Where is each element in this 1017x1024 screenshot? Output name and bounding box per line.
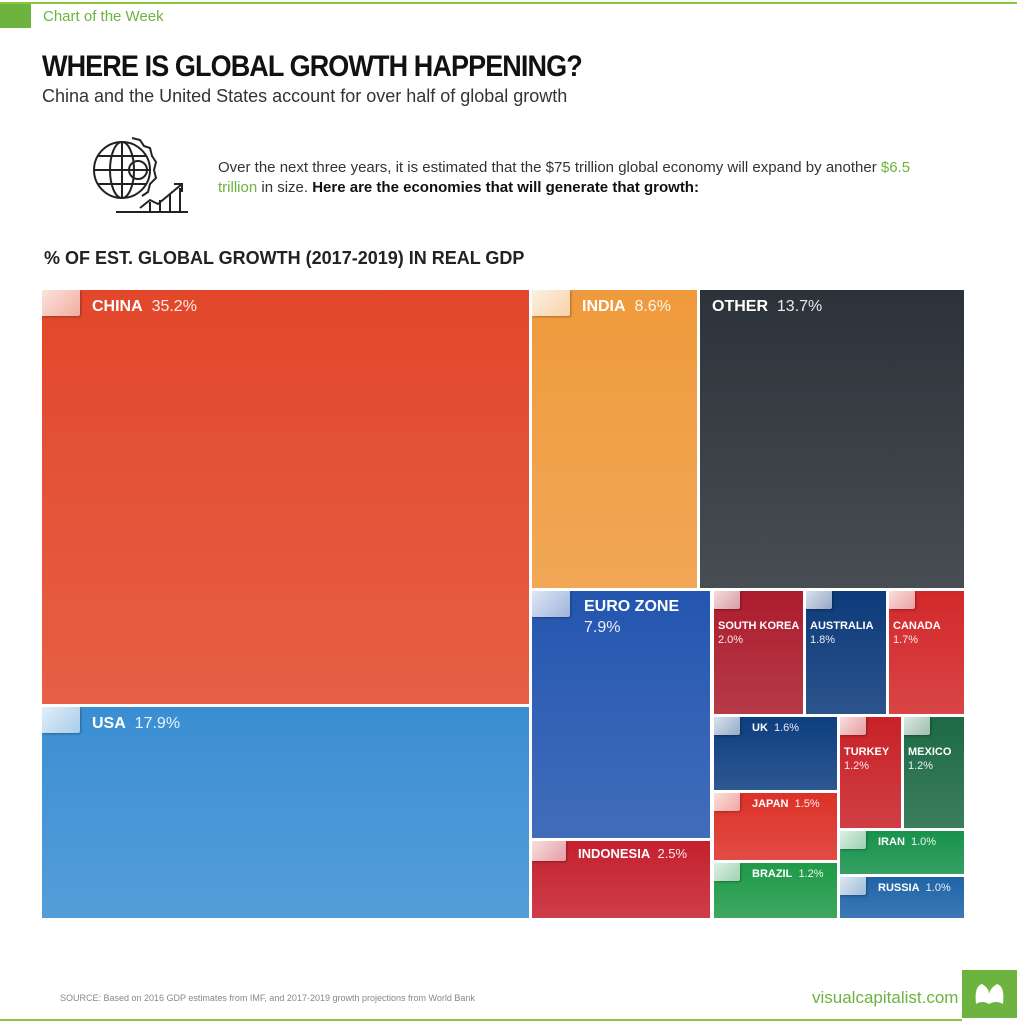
tile-name: TURKEY (844, 746, 890, 758)
tile-name: INDONESIA (578, 845, 651, 861)
flag-icon (42, 707, 80, 733)
globe-gear-growth-icon (93, 137, 188, 213)
site-link[interactable]: visualcapitalist.com (812, 988, 959, 1007)
tile-label: INDONESIA 2.5% (578, 846, 687, 861)
flag-icon (42, 290, 80, 316)
tile-other: OTHER 13.7% (700, 290, 964, 588)
tile-value: 1.0% (919, 881, 951, 894)
tile-australia: AUSTRALIA 1.8% (806, 591, 886, 714)
tile-name: UK (752, 721, 768, 734)
flag-icon (532, 841, 566, 861)
tile-label: OTHER 13.7% (712, 298, 822, 316)
tile-name: EURO ZONE (584, 598, 680, 615)
tile-india: INDIA 8.6% (532, 290, 697, 588)
tile-value: 2.0% (718, 634, 744, 647)
tile-value: 13.7% (768, 298, 823, 315)
flag-icon (904, 717, 930, 735)
tile-value: 17.9% (125, 715, 181, 732)
tile-turkey: TURKEY 1.2% (840, 717, 901, 828)
tile-uk: UK 1.6% (714, 717, 837, 790)
tile-name: BRAZIL (752, 867, 793, 880)
flag-icon (840, 877, 866, 895)
page-title: WHERE IS GLOBAL GROWTH HAPPENING? (42, 50, 583, 83)
tile-label: RUSSIA 1.0% (878, 882, 951, 894)
tile-value: 1.2% (844, 760, 870, 773)
tile-value: 7.9% (584, 618, 621, 636)
tile-name: INDIA (582, 298, 626, 315)
flag-icon (889, 591, 915, 609)
tile-russia: RUSSIA 1.0% (840, 877, 964, 918)
tile-name: JAPAN (752, 797, 789, 810)
tile-label: EURO ZONE 7.9% (584, 597, 710, 639)
intro-bold: Here are the economies that will generat… (312, 179, 699, 196)
tile-label: BRAZIL 1.2% (752, 868, 824, 880)
top-rule (0, 2, 1017, 4)
intro-part: in size. (257, 179, 313, 196)
kicker-bar (0, 4, 31, 28)
tile-label: IRAN 1.0% (878, 836, 936, 848)
tile-value: 1.0% (904, 835, 937, 848)
flag-icon (714, 863, 740, 881)
tile-value: 8.6% (625, 298, 671, 315)
tile-name: CANADA (893, 620, 941, 632)
flag-icon (532, 290, 570, 316)
logo (962, 970, 1017, 1018)
tile-canada: CANADA 1.7% (889, 591, 964, 714)
tile-usa: USA 17.9% (42, 707, 529, 918)
flag-icon (840, 717, 866, 735)
flag-icon (714, 717, 740, 735)
tile-name: SOUTH KOREA (718, 620, 800, 632)
tile-value: 1.5% (788, 797, 820, 810)
logo-icon (975, 984, 1004, 1004)
tile-indonesia: INDONESIA 2.5% (532, 841, 710, 918)
tile-china: CHINA 35.2% (42, 290, 529, 704)
tile-label: AUSTRALIA 1.8% (810, 619, 884, 648)
tile-name: USA (92, 715, 126, 732)
tile-iran: IRAN 1.0% (840, 831, 964, 874)
kicker: Chart of the Week (43, 8, 164, 25)
tile-label: JAPAN 1.5% (752, 798, 820, 810)
tile-name: AUSTRALIA (810, 620, 874, 632)
source-note: SOURCE: Based on 2016 GDP estimates from… (60, 993, 475, 1003)
flag-icon (714, 591, 740, 609)
tile-value: 1.2% (792, 867, 824, 880)
tile-value: 2.5% (650, 845, 688, 861)
flag-icon (806, 591, 832, 609)
tile-brazil: BRAZIL 1.2% (714, 863, 837, 918)
flag-icon (532, 591, 570, 617)
tile-name: OTHER (712, 298, 768, 315)
intro-text: Over the next three years, it is estimat… (218, 158, 918, 198)
tile-name: IRAN (878, 835, 905, 848)
tile-japan: JAPAN 1.5% (714, 793, 837, 860)
tile-label: SOUTH KOREA 2.0% (718, 619, 801, 648)
tile-name: CHINA (92, 298, 143, 315)
tile-mexico: MEXICO 1.2% (904, 717, 964, 828)
flag-icon (714, 793, 740, 811)
tile-value: 1.7% (893, 634, 919, 647)
intro-highlight: $6.5 trillion (218, 159, 911, 196)
tile-label: INDIA 8.6% (582, 298, 671, 316)
chart-title: % OF EST. GLOBAL GROWTH (2017-2019) IN R… (44, 248, 525, 268)
tile-label: CANADA 1.7% (893, 619, 962, 648)
bottom-rule (0, 1019, 962, 1021)
tile-label: USA 17.9% (92, 715, 180, 733)
tile-euro-zone: EURO ZONE 7.9% (532, 591, 710, 838)
tile-name: MEXICO (908, 746, 952, 758)
tile-value: 35.2% (142, 298, 197, 315)
intro-part: Over the next three years, it is estimat… (218, 159, 881, 176)
tile-label: MEXICO 1.2% (908, 745, 962, 774)
tile-label: UK 1.6% (752, 722, 799, 734)
tile-name: RUSSIA (878, 881, 920, 894)
tile-south-korea: SOUTH KOREA 2.0% (714, 591, 803, 714)
tile-label: TURKEY 1.2% (844, 745, 899, 774)
subtitle: China and the United States account for … (42, 86, 568, 106)
tile-value: 1.2% (908, 760, 934, 773)
tile-value: 1.6% (767, 721, 800, 734)
tile-value: 1.8% (810, 634, 836, 647)
flag-icon (840, 831, 866, 849)
tile-label: CHINA 35.2% (92, 298, 197, 316)
